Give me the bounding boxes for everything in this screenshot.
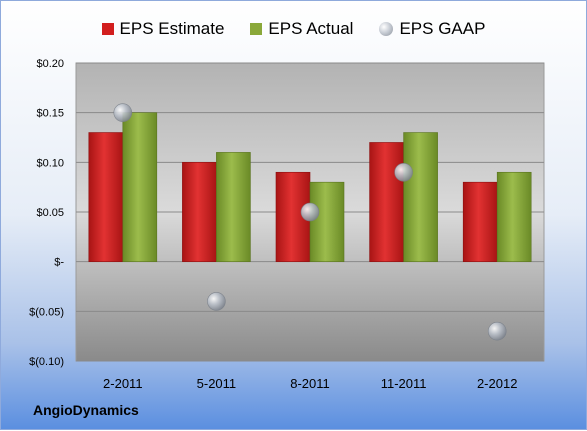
y-tick-label: $- <box>54 257 64 269</box>
legend-item-actual: EPS Actual <box>250 19 353 39</box>
gaap-point <box>207 292 226 311</box>
legend-item-gaap: EPS GAAP <box>379 19 485 39</box>
y-tick-label: $(0.05) <box>29 306 64 318</box>
x-tick-label: 2-2011 <box>103 376 143 391</box>
gaap-point <box>487 321 507 341</box>
actual-bar <box>216 152 251 262</box>
actual-bar <box>122 112 158 262</box>
estimate-bar <box>462 181 498 262</box>
y-tick-label: $(0.10) <box>29 356 64 368</box>
x-tick-label: 5-2011 <box>197 376 237 391</box>
legend: EPS Estimate EPS Actual EPS GAAP <box>1 19 586 39</box>
x-tick-label: 2-2012 <box>477 376 517 391</box>
bar-series <box>88 112 532 262</box>
gaap-point <box>394 162 413 182</box>
x-axis-ticks: 2-2011 5-2011 8-2011 11-2011 2-2012 <box>103 376 517 391</box>
estimate-bar <box>88 132 124 262</box>
estimate-bar <box>182 162 217 262</box>
actual-bar <box>496 171 532 262</box>
legend-label-gaap: EPS GAAP <box>399 19 486 38</box>
legend-swatch-estimate <box>101 23 114 35</box>
y-tick-label: $0.20 <box>36 58 64 70</box>
gaap-points <box>113 103 507 341</box>
actual-bar <box>403 132 438 262</box>
legend-swatch-actual <box>250 23 263 35</box>
legend-swatch-gaap <box>379 22 394 36</box>
gaap-point <box>113 103 133 122</box>
y-tick-label: $0.15 <box>36 108 64 120</box>
x-tick-label: 11-2011 <box>381 376 427 391</box>
y-axis-ticks: $0.20 $0.15 $0.10 $0.05 $- $(0.05) $(0.10) <box>29 58 64 368</box>
legend-label-estimate: EPS Estimate <box>119 19 225 38</box>
company-name: AngioDynamics <box>33 402 139 418</box>
y-tick-label: $0.05 <box>36 207 64 219</box>
gaap-point <box>300 202 320 222</box>
legend-label-actual: EPS Actual <box>268 19 354 38</box>
legend-item-estimate: EPS Estimate <box>101 19 225 39</box>
estimate-bar <box>369 142 404 262</box>
actual-bar <box>309 181 345 262</box>
x-tick-label: 8-2011 <box>290 376 330 391</box>
y-tick-label: $0.10 <box>36 157 64 169</box>
